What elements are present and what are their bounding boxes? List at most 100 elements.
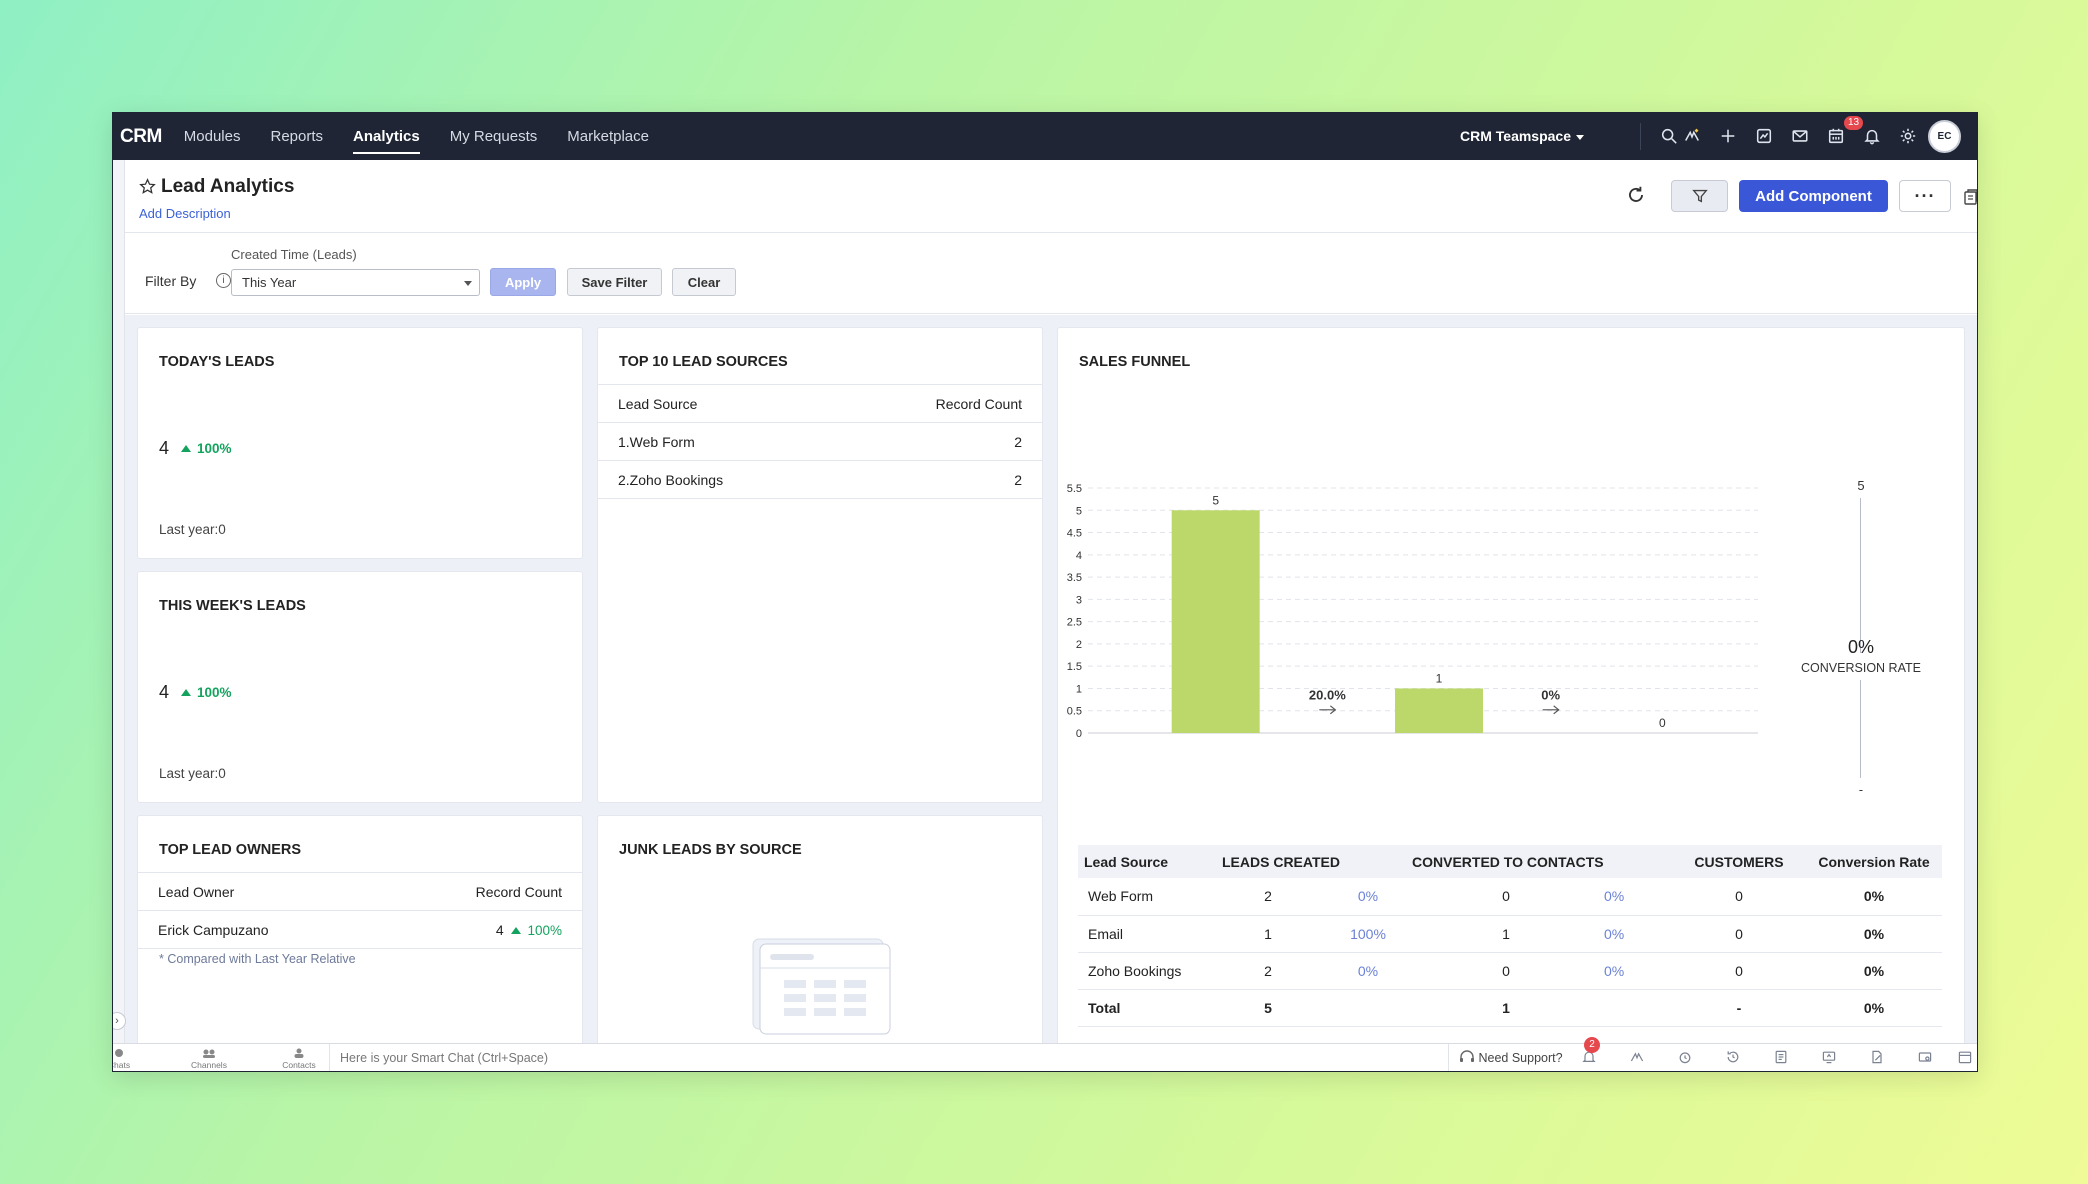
- y-tick-label: 3: [1076, 594, 1082, 606]
- panel-icon[interactable]: [1963, 188, 1978, 206]
- total-customers-cell[interactable]: -: [1672, 989, 1806, 1027]
- contacts-pct-cell[interactable]: 0%: [1604, 915, 1672, 953]
- customers-cell[interactable]: 0: [1672, 952, 1806, 990]
- screen-share-icon[interactable]: [1821, 1049, 1841, 1069]
- contacts-cell[interactable]: 0: [1408, 952, 1604, 990]
- lead-owner-cell[interactable]: Erick Campuzano: [138, 910, 380, 949]
- rate-cell[interactable]: 0%: [1806, 915, 1942, 953]
- table-row[interactable]: Email 1 100% 1 0% 0 0%: [1078, 915, 1942, 953]
- total-rate-cell[interactable]: 0%: [1806, 989, 1942, 1027]
- created-time-select[interactable]: This Year: [231, 269, 480, 296]
- contacts-pct-cell[interactable]: 0%: [1604, 952, 1672, 990]
- table-total-row[interactable]: Total 5 1 - 0%: [1078, 989, 1942, 1027]
- column-header-converted[interactable]: CONVERTED TO CONTACTS: [1408, 845, 1672, 878]
- created-cell[interactable]: 2: [1208, 952, 1328, 990]
- table-header-row: Lead Source Record Count: [598, 384, 1042, 423]
- total-created-cell[interactable]: 5: [1208, 989, 1328, 1027]
- source-cell[interactable]: Web Form: [1078, 878, 1208, 916]
- contacts-cell[interactable]: 1: [1408, 915, 1604, 953]
- chats-tab[interactable]: Chats: [113, 1048, 139, 1070]
- more-options-button[interactable]: ···: [1899, 180, 1951, 212]
- history-icon[interactable]: [1725, 1049, 1745, 1069]
- save-filter-button[interactable]: Save Filter: [567, 268, 662, 296]
- star-icon[interactable]: [139, 178, 156, 195]
- refresh-icon[interactable]: [1625, 184, 1647, 206]
- zia-icon[interactable]: [1681, 125, 1703, 147]
- contacts-pct-cell[interactable]: 0%: [1604, 878, 1672, 916]
- need-support-button[interactable]: Need Support?: [1448, 1044, 1563, 1071]
- column-header-customers[interactable]: CUSTOMERS: [1672, 845, 1806, 878]
- channels-tab[interactable]: Channels: [179, 1048, 239, 1070]
- activity-chart-icon[interactable]: [1753, 125, 1775, 147]
- customers-cell[interactable]: 0: [1672, 915, 1806, 953]
- table-row[interactable]: 2.Zoho Bookings 2: [598, 460, 1042, 499]
- column-header-conversion-rate[interactable]: Conversion Rate: [1806, 845, 1942, 878]
- conversion-top-value: 5: [1857, 478, 1865, 493]
- source-cell[interactable]: Email: [1078, 915, 1208, 953]
- add-component-button[interactable]: Add Component: [1739, 180, 1888, 212]
- created-pct-cell[interactable]: 0%: [1328, 878, 1408, 916]
- calendar-icon[interactable]: [1825, 125, 1847, 147]
- junk-leads-card[interactable]: JUNK LEADS BY SOURCE: [597, 815, 1043, 1043]
- top-lead-sources-card[interactable]: TOP 10 LEAD SOURCES Lead Source Record C…: [597, 327, 1043, 803]
- contacts-tab[interactable]: Contacts: [269, 1048, 329, 1070]
- table-row[interactable]: 1.Web Form 2: [598, 422, 1042, 461]
- nav-reports[interactable]: Reports: [270, 128, 324, 145]
- add-description-link[interactable]: Add Description: [139, 206, 231, 221]
- info-icon[interactable]: i: [216, 273, 231, 288]
- nav-my-requests[interactable]: My Requests: [449, 128, 538, 145]
- total-contacts-cell[interactable]: 1: [1408, 989, 1604, 1027]
- table-row[interactable]: Zoho Bookings 2 0% 0 0% 0 0%: [1078, 952, 1942, 990]
- avatar[interactable]: EC: [1928, 120, 1961, 153]
- rate-cell[interactable]: 0%: [1806, 952, 1942, 990]
- record-count-cell[interactable]: 2: [835, 422, 1042, 461]
- nav-analytics[interactable]: Analytics: [353, 113, 420, 160]
- customers-cell[interactable]: 0: [1672, 878, 1806, 916]
- zia-icon[interactable]: [1629, 1049, 1649, 1069]
- filter-toggle-button[interactable]: [1671, 180, 1728, 212]
- bell-icon[interactable]: [1861, 125, 1883, 147]
- source-cell[interactable]: Zoho Bookings: [1078, 952, 1208, 990]
- lead-source-cell[interactable]: 1.Web Form: [598, 422, 836, 461]
- search-icon[interactable]: [1658, 125, 1680, 147]
- notification-badge: 2: [1584, 1037, 1600, 1053]
- table-row[interactable]: Web Form 2 0% 0 0% 0 0%: [1078, 878, 1942, 916]
- nav-modules[interactable]: Modules: [183, 128, 241, 145]
- column-header-lead-source[interactable]: Lead Source: [598, 384, 836, 423]
- column-header-lead-owner[interactable]: Lead Owner: [138, 872, 380, 911]
- rate-cell[interactable]: 0%: [1806, 878, 1942, 916]
- smart-chat-input[interactable]: Here is your Smart Chat (Ctrl+Space): [329, 1044, 548, 1071]
- mail-icon[interactable]: [1789, 125, 1811, 147]
- gear-icon[interactable]: [1897, 125, 1919, 147]
- nav-marketplace[interactable]: Marketplace: [567, 128, 649, 145]
- table-row[interactable]: Erick Campuzano 4 100%: [138, 910, 582, 949]
- created-cell[interactable]: 2: [1208, 878, 1328, 916]
- created-pct-cell[interactable]: 100%: [1328, 915, 1408, 953]
- contacts-cell[interactable]: 0: [1408, 878, 1604, 916]
- lead-source-cell[interactable]: 2.Zoho Bookings: [598, 460, 836, 499]
- crm-logo[interactable]: CRM: [120, 125, 162, 147]
- created-cell[interactable]: 1: [1208, 915, 1328, 953]
- created-pct-cell[interactable]: 0%: [1328, 952, 1408, 990]
- alarm-icon[interactable]: [1677, 1049, 1697, 1069]
- column-header-record-count[interactable]: Record Count: [379, 872, 582, 911]
- apply-button[interactable]: Apply: [490, 268, 556, 296]
- column-header-record-count[interactable]: Record Count: [835, 384, 1042, 423]
- sales-funnel-card[interactable]: SALES FUNNEL 0 0.5 1 1.5 2 2.5 3 3.5 4 4.5 5 5.5 5 1 0…: [1057, 327, 1965, 1043]
- teamspace-switcher[interactable]: CRM Teamspace: [1460, 113, 1585, 160]
- notes-icon[interactable]: [1773, 1049, 1793, 1069]
- column-header-leads-created[interactable]: LEADS CREATED: [1208, 845, 1408, 878]
- record-count-cell[interactable]: 2: [835, 460, 1042, 499]
- edit-document-icon[interactable]: [1869, 1049, 1889, 1069]
- calendar-icon[interactable]: [1957, 1049, 1977, 1069]
- this-weeks-leads-card[interactable]: THIS WEEK'S LEADS 4 100% Last year:0: [137, 571, 583, 803]
- todays-leads-card[interactable]: TODAY'S LEADS 4 100% Last year:0: [137, 327, 583, 559]
- clear-button[interactable]: Clear: [672, 268, 736, 296]
- top-lead-owners-card[interactable]: TOP LEAD OWNERS Lead Owner Record Count …: [137, 815, 583, 1043]
- last-year-value: Last year:0: [159, 522, 226, 537]
- column-header-lead-source[interactable]: Lead Source: [1078, 845, 1208, 878]
- plus-icon[interactable]: [1717, 125, 1739, 147]
- chevron-right-icon[interactable]: ›: [113, 1012, 126, 1030]
- settings-panel-icon[interactable]: [1917, 1049, 1937, 1069]
- record-count-cell[interactable]: 4 100%: [379, 910, 582, 949]
